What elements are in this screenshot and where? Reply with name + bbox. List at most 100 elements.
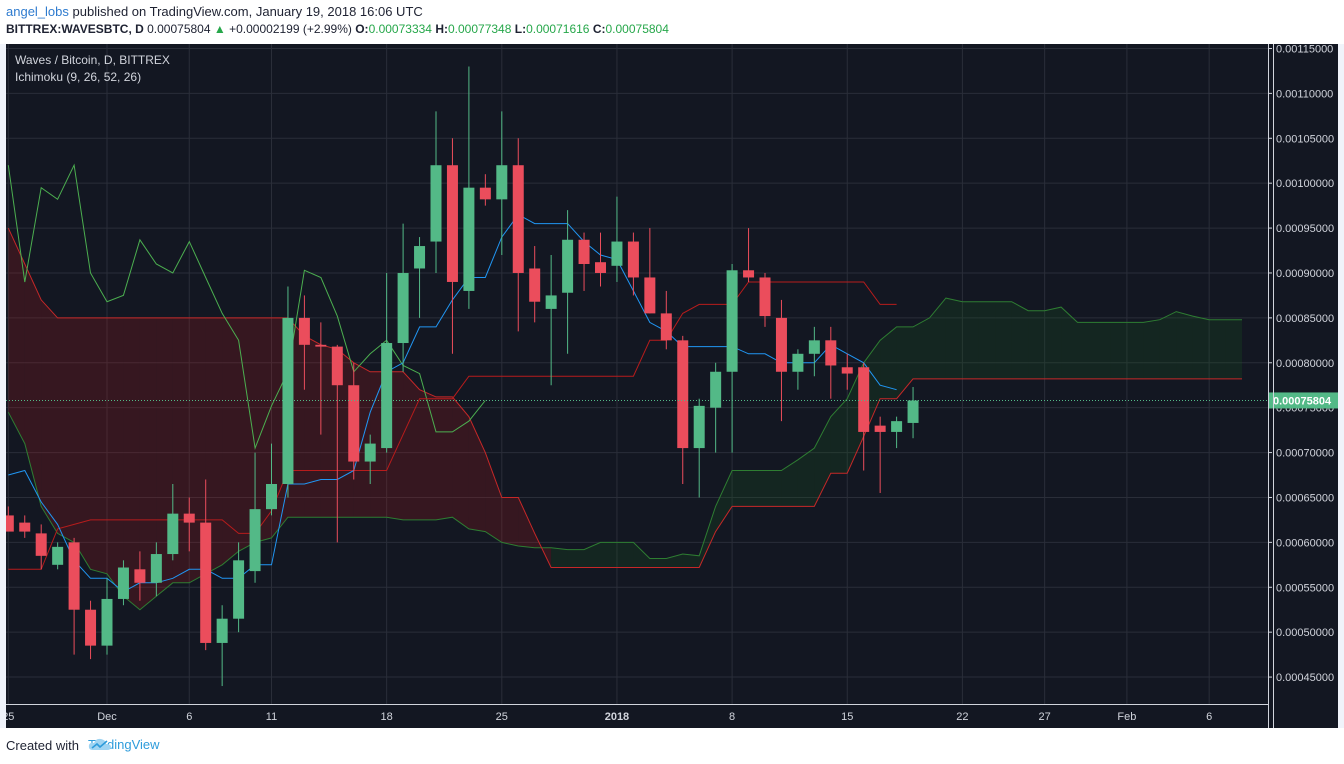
time-tick-label: 25	[6, 711, 14, 723]
created-with-text: Created with	[6, 738, 79, 753]
ichimoku-cloud-segment	[403, 371, 420, 520]
ichimoku-cloud-segment	[1061, 307, 1078, 379]
price-tick-label: 0.00045000	[1276, 672, 1334, 684]
ichimoku-cloud-segment	[649, 558, 667, 568]
candle-body	[858, 367, 870, 432]
ichimoku-cloud-segment	[814, 416, 831, 507]
price-axis[interactable]	[1273, 44, 1339, 728]
price-tick-label: 0.00090000	[1276, 268, 1334, 280]
ichimoku-cloud-segment	[205, 317, 223, 574]
chart-area[interactable]: 0.00045000 0.00050000 0.00055000 0.00060000…	[6, 44, 1338, 728]
candle-body	[150, 554, 162, 583]
candle-body	[298, 317, 310, 345]
candle-body	[841, 367, 853, 374]
candle-body	[134, 569, 146, 583]
candle-body	[825, 340, 837, 366]
candle-body	[101, 598, 113, 646]
ichimoku-cloud-segment	[715, 470, 733, 532]
close-label: C:	[592, 22, 606, 36]
ichimoku-cloud-segment	[584, 542, 601, 568]
ichimoku-cloud-segment	[238, 317, 256, 552]
candle-body	[891, 421, 903, 432]
candle-body	[759, 277, 771, 317]
candle-body	[364, 443, 376, 462]
ichimoku-cloud-segment	[24, 264, 42, 507]
senkou-span-b-line	[7, 227, 1242, 568]
time-tick-label: 8	[729, 711, 735, 723]
candle-body	[348, 385, 360, 462]
ichimoku-cloud-segment	[1077, 322, 1094, 379]
ichimoku-cloud-segment	[1044, 307, 1062, 379]
candle-body	[496, 165, 508, 200]
candle-body	[35, 533, 47, 556]
ichimoku-cloud-segment	[1110, 322, 1127, 379]
published-text: published on TradingView.com, January 19…	[72, 4, 423, 19]
price-chart[interactable]: 0.00045000 0.00050000 0.00055000 0.00060000…	[6, 44, 1338, 728]
chikou-span-line	[7, 163, 486, 451]
ichimoku-cloud-segment	[304, 335, 321, 518]
ichimoku-cloud-segment	[732, 470, 749, 507]
price-tick-label: 0.00100000	[1276, 178, 1334, 190]
ichimoku-cloud-segment	[90, 317, 107, 574]
ichimoku-cloud-segment	[929, 298, 946, 379]
ichimoku-cloud-segment	[962, 301, 979, 379]
candle-body	[315, 344, 327, 347]
ichimoku-cloud-segment	[682, 554, 700, 568]
last-price-badge-label: 0.00075804	[1273, 395, 1332, 407]
ichimoku-cloud-segment	[781, 459, 798, 507]
candle-body	[595, 262, 606, 273]
ichimoku-cloud-segment	[633, 542, 650, 568]
time-tick-label: 6	[1206, 711, 1212, 723]
price-tick-label: 0.00060000	[1276, 537, 1334, 549]
candle-body	[578, 239, 590, 264]
candle-body	[381, 343, 393, 449]
candle-body	[611, 241, 623, 266]
candle-body	[414, 246, 426, 269]
ichimoku-cloud-segment	[765, 470, 782, 507]
ichimoku-cloud-segment	[320, 344, 338, 518]
candle-body	[446, 165, 458, 282]
ichimoku-cloud-segment	[551, 547, 568, 568]
candle-body	[216, 618, 228, 643]
candle-body	[710, 371, 722, 408]
candle-body	[397, 272, 409, 344]
candle-body	[808, 340, 820, 354]
candle-body	[19, 522, 31, 532]
time-tick-label: Dec	[97, 711, 117, 723]
ichimoku-cloud-segment	[1011, 301, 1029, 379]
ichimoku-cloud-segment	[107, 317, 124, 597]
kijun-sen-line	[8, 281, 897, 570]
ichimoku-cloud-segment	[748, 470, 765, 507]
open-label: O:	[355, 22, 369, 36]
candle-body	[117, 567, 129, 599]
ichimoku-cloud-segment	[468, 416, 486, 532]
author-link[interactable]: angel_lobs	[6, 4, 69, 19]
price-tick-label: 0.00085000	[1276, 313, 1334, 325]
ichimoku-cloud-segment	[1028, 310, 1045, 379]
candle-body	[644, 277, 656, 314]
last-price: 0.00075804	[147, 22, 211, 36]
candle-body	[907, 400, 919, 423]
candle-body	[545, 295, 557, 309]
ichimoku-cloud-segment	[699, 506, 716, 568]
candle-body	[68, 542, 80, 610]
ichimoku-cloud-segment	[830, 398, 848, 474]
time-tick-label: Feb	[1117, 711, 1136, 723]
ichimoku-cloud-segment	[8, 228, 25, 444]
ichimoku-cloud-segment	[896, 326, 913, 399]
indicator-label: Ichimoku (9, 26, 52, 26)	[15, 70, 141, 84]
candle-body	[627, 241, 639, 278]
ichimoku-cloud-segment	[1126, 322, 1144, 379]
close-value: 0.00075804	[605, 22, 669, 36]
ichimoku-cloud-segment	[1094, 322, 1111, 379]
candle-body	[331, 346, 343, 386]
ichimoku-cloud-segment	[139, 317, 157, 610]
time-tick-label: 6	[186, 711, 192, 723]
ichimoku-cloud-segment	[1209, 319, 1226, 379]
low-value: 0.00071616	[526, 22, 590, 36]
price-tick-label: 0.00070000	[1276, 448, 1334, 460]
ichimoku-cloud-segment	[600, 542, 617, 568]
tradingview-logo[interactable]: TradingView	[88, 737, 160, 752]
price-tick-label: 0.00055000	[1276, 582, 1334, 594]
candle-body	[85, 609, 97, 646]
